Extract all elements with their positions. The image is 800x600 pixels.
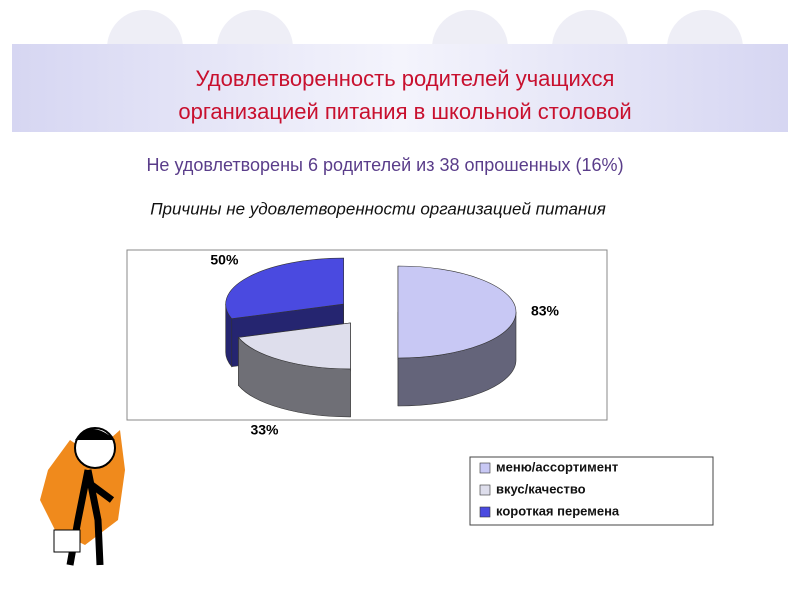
- slice-top: [237, 322, 351, 370]
- legend-label: вкус/качество: [496, 481, 586, 496]
- slice-top: [397, 265, 517, 359]
- slide-title: организацией питания в школьной столовой: [178, 99, 631, 124]
- chart-title: Причины не удовлетворенности организацие…: [150, 199, 606, 218]
- legend: [469, 456, 714, 526]
- clipart: [40, 427, 125, 566]
- legend-swatch: [479, 462, 491, 474]
- legend-label: короткая перемена: [496, 503, 620, 518]
- legend-swatch: [479, 506, 491, 518]
- data-label: 50%: [210, 252, 239, 268]
- title-band: [12, 44, 788, 132]
- legend-swatch: [479, 484, 491, 496]
- legend-label: меню/ассортимент: [496, 459, 618, 474]
- plot-frame: [126, 249, 608, 421]
- pie-slice: [237, 322, 351, 418]
- subtitle: Не удовлетворены 6 родителей из 38 опрош…: [146, 155, 623, 175]
- slide-title: Удовлетворенность родителей учащихся: [196, 66, 615, 91]
- legend-items: меню/ассортимент вкус/качество короткая пе…: [479, 459, 620, 518]
- data-label: 83%: [531, 303, 560, 319]
- slice-top: [225, 257, 344, 319]
- pie-slice: [397, 265, 517, 407]
- data-label: 33%: [250, 422, 279, 438]
- pie: [225, 257, 517, 418]
